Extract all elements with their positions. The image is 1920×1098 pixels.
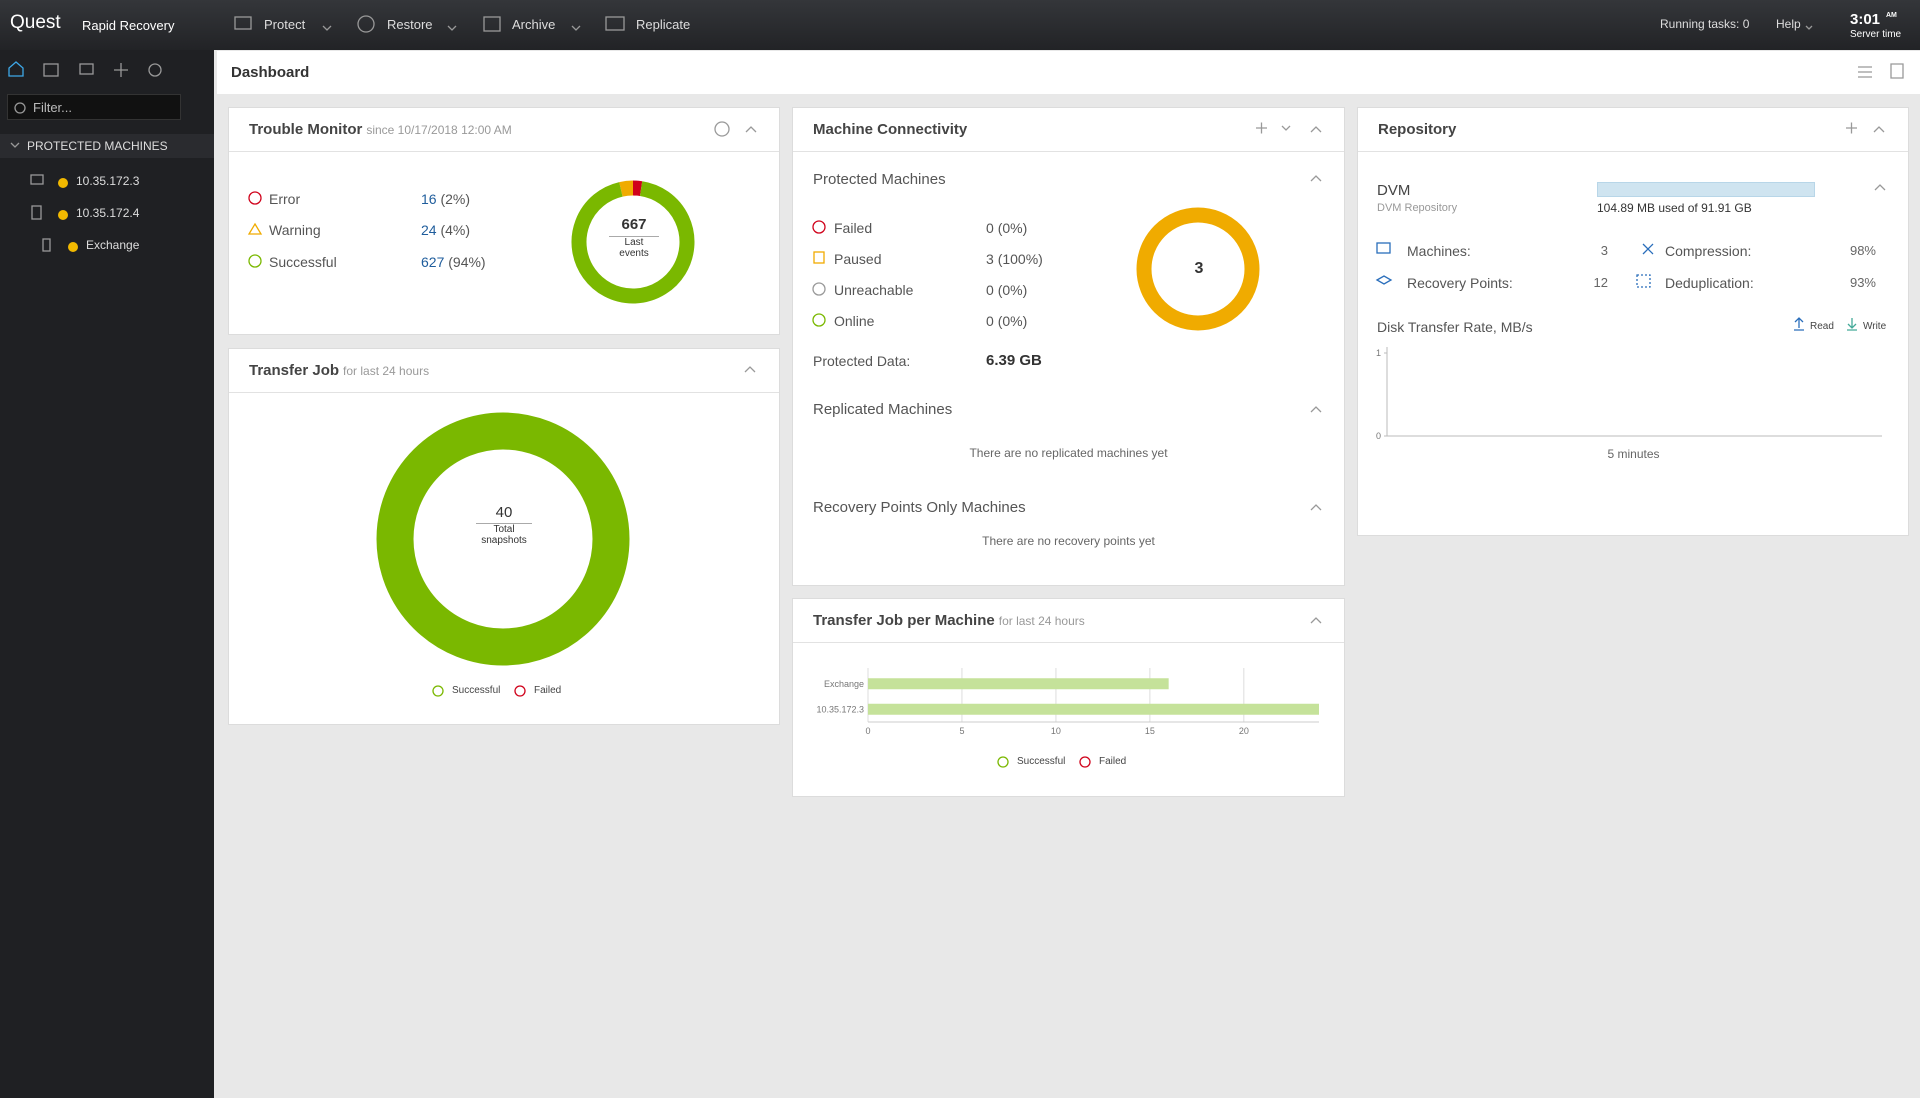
row-value: 627 [421, 254, 445, 270]
row-pct: (0%) [997, 282, 1028, 298]
repo-name[interactable]: DVM [1377, 182, 1411, 199]
stat-label: Deduplication: [1665, 275, 1754, 291]
row-pct: (100%) [997, 251, 1043, 267]
repository-panel: Repository DVM DVM Repository 104.89 MB … [1357, 107, 1909, 536]
row-pct: (94%) [448, 254, 486, 270]
machine[interactable]: Exchange [86, 238, 140, 252]
time: 3:01 [1850, 11, 1881, 28]
legend-item[interactable]: Successful [452, 685, 501, 696]
transfer-per-machine-panel: Transfer Job per Machine for last 24 hour… [792, 598, 1345, 797]
row-value: 3 [986, 251, 994, 267]
stat-label: Compression: [1665, 243, 1752, 259]
x-axis-label: 5 minutes [1607, 447, 1660, 461]
running-tasks[interactable]: Running tasks: 0 [1660, 17, 1750, 31]
help[interactable]: Help [1776, 17, 1801, 31]
machine-connectivity-panel: Machine Connectivity Protected Machines … [792, 107, 1345, 586]
empty-text: There are no recovery points yet [982, 534, 1155, 548]
donut-total: 40 [495, 504, 513, 521]
stat-value: 12 [1593, 275, 1608, 290]
row-pct: (0%) [997, 220, 1028, 236]
usage-text: 104.89 MB used of 91.91 GB [1597, 201, 1752, 215]
section-title: Replicated Machines [813, 401, 953, 418]
page-title: Dashboard [231, 64, 310, 81]
legend-item[interactable]: Failed [534, 685, 562, 696]
panel-header: Transfer Job per Machine for last 24 hour… [793, 599, 1344, 643]
panel-title: Transfer Job per Machine for last 24 hour… [813, 612, 1085, 629]
top-bar: Quest Rapid Recovery Protect Restore Arc… [0, 0, 1920, 50]
stat-label: Machines: [1407, 243, 1471, 259]
stat-value: 93% [1849, 275, 1876, 290]
product: Rapid Recovery [82, 18, 175, 33]
section-title: Recovery Points Only Machines [813, 499, 1026, 516]
machine[interactable]: 10.35.172.3 [76, 174, 140, 188]
panel-header: Machine Connectivity [793, 108, 1344, 152]
row-label: Paused [834, 251, 882, 267]
ampm: AM [1886, 12, 1897, 19]
panel-header: Trouble Monitor since 10/17/2018 12:00 AM [229, 108, 779, 152]
donut-label: Total snapshots [476, 523, 532, 546]
title: Transfer Job per Machine [813, 612, 995, 629]
stat-value: 98% [1849, 243, 1876, 258]
row-pct: (0%) [997, 313, 1028, 329]
row-label: Online [834, 313, 875, 329]
row-value: 24 [421, 222, 437, 238]
title: Trouble Monitor [249, 121, 363, 138]
trouble-monitor-panel: Trouble Monitor since 10/17/2018 12:00 AM… [228, 107, 780, 335]
legend-item[interactable]: Failed [1099, 756, 1127, 767]
section-title: Protected Machines [813, 171, 946, 188]
menu-item[interactable]: Replicate [636, 17, 691, 32]
panel-title: Machine Connectivity [813, 121, 968, 138]
usage-bar [1597, 182, 1815, 197]
filter-box[interactable] [7, 94, 181, 120]
legend-item[interactable]: Read [1810, 321, 1834, 332]
subtitle: for last 24 hours [998, 614, 1085, 628]
panel-header: Repository [1358, 108, 1908, 152]
transfer-job-panel: Transfer Job for last 24 hours 40 Total s… [228, 348, 780, 725]
row-value: 0 [986, 313, 994, 329]
row-label: Error [269, 191, 301, 207]
panel-title: Trouble Monitor since 10/17/2018 12:00 AM [249, 121, 512, 138]
section-title[interactable]: PROTECTED MACHINES [27, 139, 168, 153]
stat-value: 3 [1600, 243, 1608, 258]
repo-subtitle: DVM Repository [1377, 202, 1458, 214]
server-time: Server time [1850, 29, 1902, 40]
subtitle: for last 24 hours [343, 364, 430, 378]
row-value: 16 [421, 191, 437, 207]
legend-item[interactable]: Write [1863, 321, 1887, 332]
row-label: Successful [269, 254, 337, 270]
protected-data-label: Protected Data: [813, 353, 911, 369]
menu-item[interactable]: Protect [264, 17, 306, 32]
subtitle: since 10/17/2018 12:00 AM [366, 123, 512, 137]
filter-placeholder: Filter... [33, 100, 73, 115]
row-value: 0 [986, 220, 994, 236]
protected-data: 6.39 GB [986, 352, 1042, 369]
disk-title: Disk Transfer Rate, MB/s [1377, 319, 1533, 335]
donut-total: 667 [621, 216, 647, 233]
panel-title: Transfer Job for last 24 hours [249, 362, 429, 379]
row-label: Warning [269, 222, 321, 238]
donut-label: Last events [609, 236, 659, 259]
section-row [0, 134, 214, 158]
legend-item[interactable]: Successful [1017, 756, 1066, 767]
row-label: Failed [834, 220, 873, 236]
row-pct: (2%) [440, 191, 471, 207]
donut-total: 3 [1194, 260, 1204, 277]
menu-item[interactable]: Restore [387, 17, 433, 32]
panel-header: Transfer Job for last 24 hours [229, 349, 779, 393]
brand: Quest [10, 12, 61, 33]
empty-text: There are no replicated machines yet [969, 446, 1168, 460]
menu-item[interactable]: Archive [512, 17, 556, 32]
sidebar: Filter... PROTECTED MACHINES 10.35.172.3… [0, 50, 214, 1098]
title: Transfer Job [249, 362, 340, 379]
stat-label: Recovery Points: [1407, 275, 1513, 291]
panel-title: Repository [1378, 121, 1457, 138]
header: Dashboard [217, 51, 1920, 94]
row-pct: (4%) [440, 222, 471, 238]
row-label: Unreachable [834, 282, 914, 298]
row-value: 0 [986, 282, 994, 298]
machine[interactable]: 10.35.172.4 [76, 206, 140, 220]
